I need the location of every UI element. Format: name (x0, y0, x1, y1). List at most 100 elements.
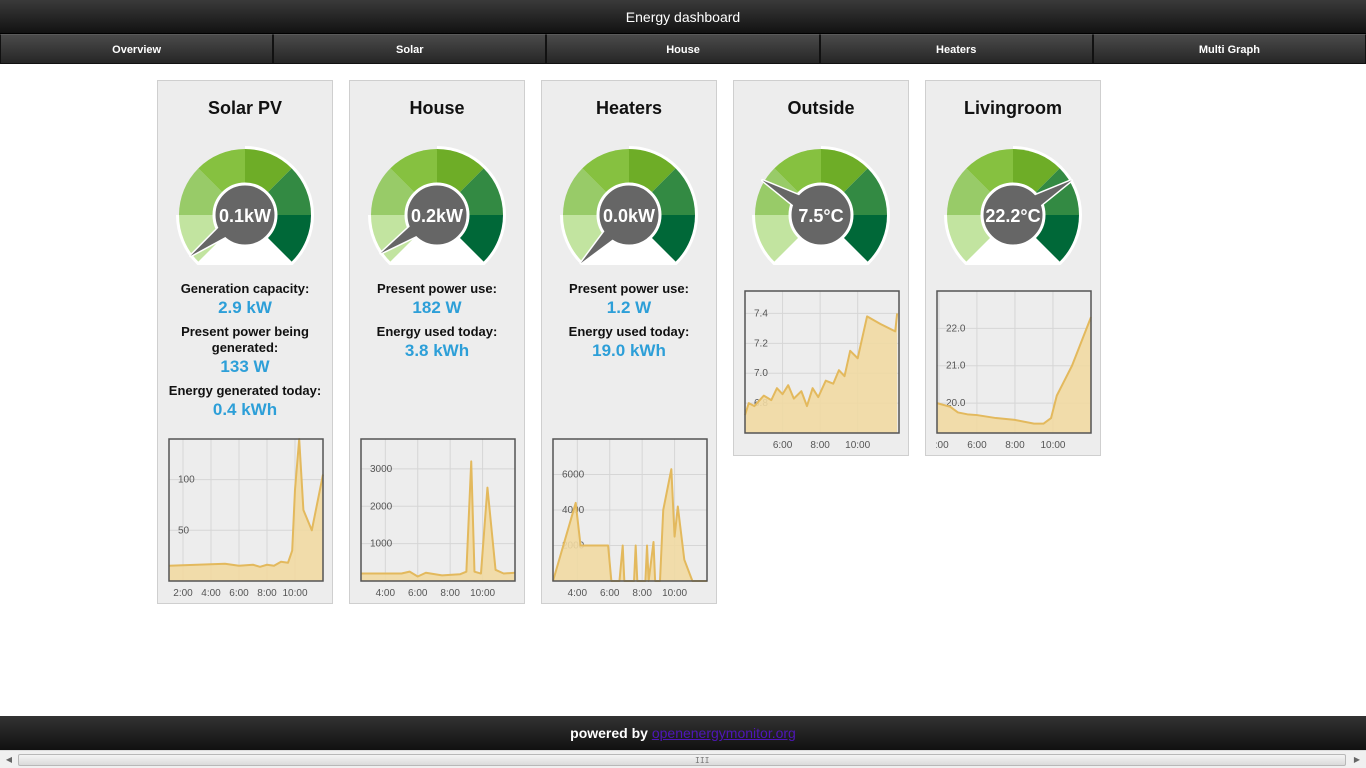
stat-label: Present power being generated: (181, 324, 309, 355)
series-line (552, 468, 707, 582)
dashboard-title: Energy dashboard (0, 0, 1366, 34)
history-chart[interactable]: 4:00 6:00 8:00 10:00 22.0 21.0 20.0 (936, 290, 1092, 452)
chart-frame (744, 290, 900, 434)
y-tick-label: 100 (178, 475, 195, 486)
tab-bar: Overview Solar House Heaters Multi Graph (0, 34, 1366, 64)
x-tick-label: 4:00 (201, 588, 221, 599)
y-tick-label: 22.0 (946, 323, 966, 334)
history-chart[interactable]: 2:00 4:00 6:00 8:00 10:00 100 50 (168, 438, 324, 600)
footer-prefix: powered by (570, 725, 648, 741)
stat-value: 0.4 kWh (212, 400, 278, 419)
chart-frame (552, 438, 708, 582)
x-tick-label: 4:00 (936, 440, 949, 451)
x-tick-label: 2:00 (173, 588, 193, 599)
stat-value: 19.0 kWh (592, 341, 666, 360)
x-tick-label: 8:00 (257, 588, 277, 599)
temperature-gauge: 22.2°C (944, 146, 1082, 265)
panel-title: Outside (787, 98, 855, 118)
stat-value: 133 W (220, 357, 270, 376)
gauge-value: 0.0kW (603, 206, 655, 226)
x-tick-label: 10:00 (662, 588, 687, 599)
tab-solar[interactable]: Solar (273, 34, 547, 64)
gauge-value: 22.2°C (985, 206, 1040, 226)
y-tick-label: 21.0 (946, 361, 966, 372)
scrollbar-thumb[interactable]: III (18, 754, 1346, 766)
scroll-right-arrow-icon[interactable]: ▶ (1353, 755, 1361, 764)
stat-value: 3.8 kWh (404, 341, 470, 360)
chart-frame (360, 438, 516, 582)
series-area (745, 313, 898, 433)
power-gauge: 0.1kW (176, 146, 314, 265)
series-line (361, 460, 516, 578)
stat-label: Present power use: (569, 281, 689, 296)
scroll-left-arrow-icon[interactable]: ◀ (5, 755, 13, 764)
panel-title: Heaters (595, 98, 663, 118)
chart-frame (168, 438, 324, 582)
x-tick-label: 6:00 (408, 588, 428, 599)
panel-heaters: Heaters 0.0kW Present power use: 1.2 W E… (541, 80, 717, 604)
series-line (168, 438, 324, 568)
gauge-value: 0.2kW (411, 206, 463, 226)
series-area (169, 439, 323, 581)
tab-house[interactable]: House (546, 34, 820, 64)
horizontal-scrollbar[interactable]: ◀ III ▶ (0, 750, 1366, 768)
x-tick-label: 6:00 (600, 588, 620, 599)
gauge-needle-fill (580, 207, 637, 264)
stat-label: Energy generated today: (168, 383, 322, 398)
panel-title: House (409, 98, 465, 118)
x-tick-label: 8:00 (632, 588, 652, 599)
x-tick-label: 4:00 (568, 588, 588, 599)
x-tick-label: 8:00 (440, 588, 460, 599)
x-tick-label: 10:00 (282, 588, 307, 599)
series-area (937, 317, 1091, 433)
x-tick-label: 6:00 (229, 588, 249, 599)
x-tick-label: 10:00 (1040, 440, 1065, 451)
x-tick-label: 4:00 (376, 588, 396, 599)
panel-title: Livingroom (964, 98, 1062, 118)
x-tick-label: 6:00 (773, 440, 793, 451)
stat-label: Generation capacity: (180, 281, 310, 296)
panel-livingroom: Livingroom 22.2°C 4:00 6:00 8:00 10:00 22.0 2… (925, 80, 1101, 456)
footer: powered by openenergymonitor.org (0, 716, 1366, 750)
stat-value: 1.2 W (606, 298, 652, 317)
y-tick-label: 2000 (370, 501, 393, 512)
tab-heaters[interactable]: Heaters (819, 34, 1093, 64)
gauge-value: 0.1kW (219, 206, 271, 226)
y-tick-label: 20.0 (946, 398, 966, 409)
series-line (936, 316, 1092, 425)
grip-icon: III (695, 756, 710, 765)
y-tick-label: 6000 (562, 470, 585, 481)
x-tick-label: 6:00 (967, 440, 987, 451)
series-area (553, 469, 707, 581)
y-tick-label: 3000 (370, 464, 393, 475)
series-line (744, 313, 899, 416)
y-tick-label: 7.4 (754, 308, 768, 319)
tab-multi-graph[interactable]: Multi Graph (1092, 34, 1366, 64)
chart-frame (936, 290, 1092, 434)
stat-label: Energy used today: (376, 324, 498, 339)
y-tick-label: 50 (178, 525, 190, 536)
temperature-gauge: 7.5°C (752, 146, 890, 265)
y-tick-label: 1000 (370, 539, 393, 550)
gauge-needle-fill (190, 207, 252, 256)
stat-label: Present power use: (377, 281, 497, 296)
stat-value: 182 W (412, 298, 462, 317)
gauge-needle-fill (380, 206, 443, 254)
power-gauge: 0.0kW (560, 146, 698, 265)
x-tick-label: 10:00 (470, 588, 495, 599)
stat-label: Energy used today: (568, 324, 690, 339)
panel-house: House 0.2kW Present power use: 182 W Ene… (349, 80, 525, 604)
history-chart[interactable]: 4:00 6:00 8:00 10:00 3000 2000 1000 (360, 438, 516, 600)
panel-title: Solar PV (207, 98, 283, 118)
y-tick-label: 7.0 (754, 368, 768, 379)
y-tick-label: 7.2 (754, 338, 768, 349)
tab-overview[interactable]: Overview (0, 34, 274, 64)
footer-link[interactable]: openenergymonitor.org (651, 725, 796, 741)
gauge-needle-fill (762, 180, 827, 224)
x-tick-label: 10:00 (845, 440, 870, 451)
stat-value: 2.9 kW (218, 298, 272, 317)
x-tick-label: 8:00 (810, 440, 830, 451)
